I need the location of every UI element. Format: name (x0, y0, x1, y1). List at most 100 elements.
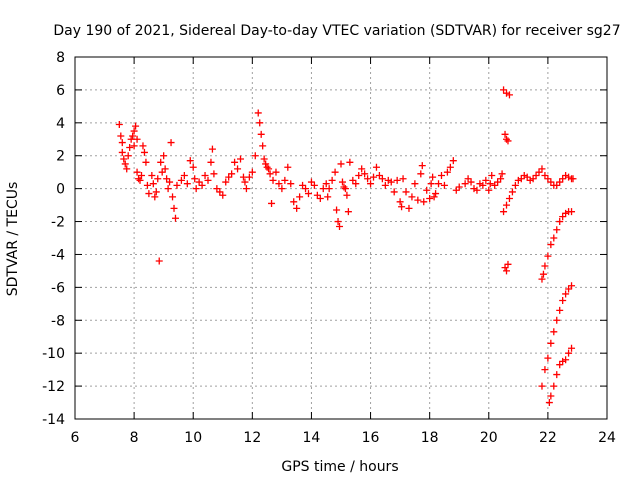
data-point (173, 181, 181, 189)
data-point (541, 366, 549, 374)
data-point (420, 198, 428, 206)
x-tick-label: 18 (421, 430, 439, 446)
data-point (127, 135, 135, 143)
data-point (541, 262, 549, 270)
data-point (170, 204, 178, 212)
data-point (177, 176, 185, 184)
data-point (331, 168, 339, 176)
x-axis: 6 8 10 12 14 16 18 20 22 24 (71, 57, 616, 446)
data-point (210, 170, 218, 178)
data-point (473, 186, 481, 194)
data-point (319, 185, 327, 193)
data-point (148, 171, 156, 179)
data-point (259, 142, 267, 150)
data-point (340, 183, 348, 191)
data-point (343, 191, 351, 199)
data-point (166, 178, 174, 186)
y-tick-label: -8 (51, 313, 65, 329)
data-point (562, 356, 570, 364)
data-point (455, 183, 463, 191)
data-point (367, 180, 375, 188)
data-point (511, 181, 519, 189)
data-point (152, 188, 160, 196)
data-point (281, 176, 289, 184)
data-point (256, 119, 264, 127)
data-point (443, 168, 451, 176)
data-point (129, 132, 137, 140)
x-tick-label: 14 (303, 430, 321, 446)
data-point (500, 208, 508, 216)
data-point (189, 163, 197, 171)
data-point (568, 344, 576, 352)
data-point (183, 180, 191, 188)
data-point (237, 155, 245, 163)
data-point (539, 270, 547, 278)
data-point (508, 188, 516, 196)
data-point (346, 158, 354, 166)
y-tick-label: -10 (42, 346, 65, 362)
data-point (219, 191, 227, 199)
data-point (334, 218, 342, 226)
data-point (275, 180, 283, 188)
data-point (293, 204, 301, 212)
data-point (398, 203, 406, 211)
data-point (251, 152, 259, 160)
data-point (390, 188, 398, 196)
y-tick-label: 0 (56, 182, 65, 198)
data-point (485, 186, 493, 194)
data-point (287, 180, 295, 188)
data-point (449, 157, 457, 165)
data-point (498, 170, 506, 178)
data-point (482, 176, 490, 184)
data-point (149, 180, 157, 188)
data-point (269, 176, 277, 184)
data-point (115, 120, 123, 128)
data-point (169, 193, 177, 201)
data-point (310, 181, 318, 189)
data-point (245, 173, 253, 181)
data-point (544, 252, 552, 260)
data-point (324, 193, 332, 201)
data-point (538, 382, 546, 390)
data-point (254, 109, 262, 117)
data-point (191, 175, 199, 183)
y-tick-label: -4 (51, 247, 65, 263)
data-point (446, 163, 454, 171)
data-point (565, 349, 573, 357)
data-point (302, 185, 310, 193)
data-point (239, 173, 247, 181)
data-point (544, 354, 552, 362)
data-point (411, 180, 419, 188)
data-point (316, 195, 324, 203)
data-point (140, 148, 148, 156)
data-point (486, 180, 494, 188)
data-point (118, 139, 126, 147)
y-tick-label: -2 (51, 215, 65, 231)
y-tick-label: -12 (42, 379, 65, 395)
data-point (381, 181, 389, 189)
data-point (167, 139, 175, 147)
y-tick-label: 2 (56, 149, 65, 165)
data-point (257, 130, 265, 138)
data-point (328, 176, 336, 184)
data-point (504, 137, 512, 145)
data-point (161, 165, 169, 173)
data-point (430, 193, 438, 201)
data-point (559, 297, 567, 305)
data-point (344, 208, 352, 216)
data-point (157, 158, 165, 166)
data-point (201, 171, 209, 179)
data-point (467, 178, 475, 186)
data-point (296, 193, 304, 201)
data-point (408, 193, 416, 201)
data-point (361, 170, 369, 178)
data-point (130, 142, 138, 150)
data-point (132, 122, 140, 130)
data-point (503, 201, 511, 209)
data-point (503, 267, 511, 275)
data-point (123, 165, 131, 173)
data-points (115, 86, 577, 407)
data-point (358, 165, 366, 173)
data-point (547, 339, 555, 347)
data-point (304, 190, 312, 198)
